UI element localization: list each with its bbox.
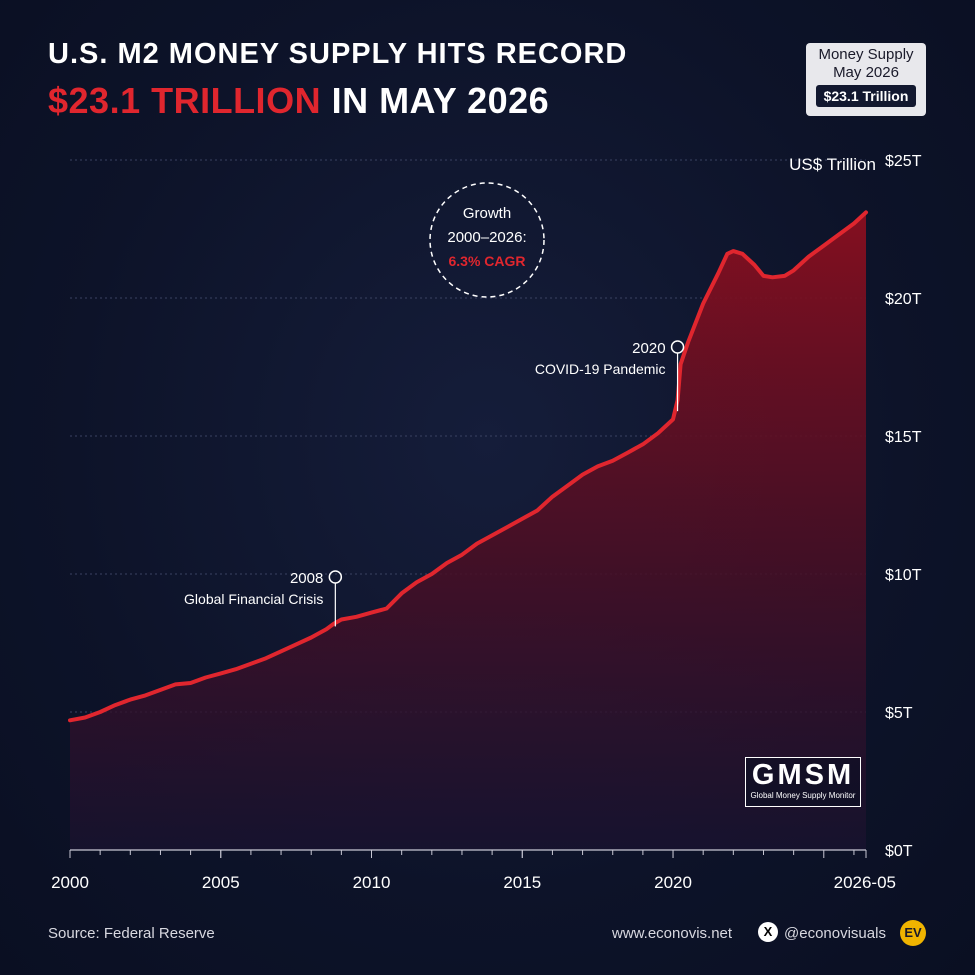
gmsm-logo-subtext: Global Money Supply Monitor: [750, 791, 856, 800]
y-tick-label: $10T: [885, 567, 922, 584]
chart-subtitle: $23.1 TRILLION IN MAY 2026: [48, 80, 549, 122]
annotation-label: Global Financial Crisis: [184, 591, 323, 607]
annotation-year: 2008: [290, 570, 323, 587]
y-tick-label: $5T: [885, 705, 913, 722]
headline-value: $23.1 TRILLION: [48, 80, 322, 121]
series-line-layer: [68, 210, 868, 723]
badge-date: May 2026: [833, 64, 899, 81]
social-handle[interactable]: @econovisuals: [784, 925, 886, 942]
x-tick-label: 2000: [51, 873, 89, 892]
area-fill-layer: [70, 212, 866, 850]
badge-value: $23.1 Trillion: [815, 85, 917, 107]
x-tick-label: 2020: [654, 873, 692, 892]
annotation-layer: 2008 Global Financial Crisis 2020 COVID-19 …: [184, 340, 685, 627]
gmsm-logo-text: GMSM: [751, 759, 855, 791]
growth-callout-value: 6.3% CAGR: [448, 253, 525, 269]
chart-title: U.S. M2 MONEY SUPPLY HITS RECORD: [48, 38, 628, 70]
x-tick-label: 2015: [503, 873, 541, 892]
gmsm-watermark: GMSM Global Money Supply Monitor: [745, 757, 861, 807]
annotation-marker: [328, 570, 343, 584]
badge-label: Money Supply: [818, 46, 914, 63]
annotation-marker: [670, 340, 685, 354]
y-tick-label: $0T: [885, 843, 913, 860]
x-tick-label: 2026-05: [834, 873, 896, 892]
growth-callout: Growth 2000–2026: 6.3% CAGR: [429, 182, 545, 298]
y-tick-label: $25T: [885, 153, 922, 170]
growth-callout-line1: Growth: [463, 205, 511, 222]
axis-layer: $0T $5T $10T $15T $20T $25T 2000 2005 2010 2015 20…: [51, 153, 922, 892]
x-tick-label: 2005: [202, 873, 240, 892]
money-supply-badge: Money Supply May 2026 $23.1 Trillion: [806, 43, 926, 116]
y-tick-label: $20T: [885, 291, 922, 308]
m2-area-fill: [70, 212, 866, 850]
growth-callout-line2: 2000–2026:: [447, 229, 526, 246]
source-note: Source: Federal Reserve: [48, 925, 215, 942]
annotation-year: 2020: [632, 340, 665, 357]
y-unit-label: US$ Trillion: [789, 155, 876, 174]
headline-date: IN MAY 2026: [321, 80, 550, 121]
x-social-icon[interactable]: X: [758, 922, 778, 942]
website-link[interactable]: www.econovis.net: [612, 925, 733, 942]
y-tick-label: $15T: [885, 429, 922, 446]
growth-callout-circle: [429, 182, 545, 298]
annotation-label: COVID-19 Pandemic: [535, 361, 666, 377]
m2-series-line: [68, 210, 868, 723]
x-tick-label: 2010: [353, 873, 391, 892]
econovis-logo-icon: EV: [900, 920, 926, 946]
